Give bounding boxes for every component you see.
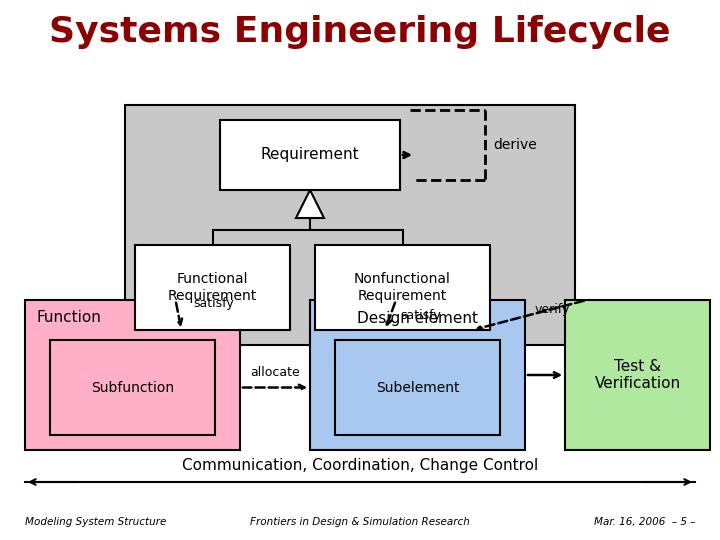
Text: Design element: Design element [357,310,478,326]
Bar [220,120,400,190]
Bar [125,105,575,345]
Text: satisfy: satisfy [194,297,234,310]
Text: Communication, Coordination, Change Control: Communication, Coordination, Change Cont… [182,458,538,473]
Text: Mar. 16, 2006  – 5 –: Mar. 16, 2006 – 5 – [593,517,695,527]
Bar [135,245,290,330]
Bar [50,340,215,435]
Bar [315,245,490,330]
Text: Frontiers in Design & Simulation Research: Frontiers in Design & Simulation Researc… [250,517,470,527]
Text: Subelement: Subelement [376,381,459,395]
Text: Systems Engineering Lifecycle: Systems Engineering Lifecycle [49,15,671,49]
Polygon shape [296,190,324,218]
Text: Modeling System Structure: Modeling System Structure [25,517,166,527]
Bar [565,300,710,450]
Bar [310,300,525,450]
Bar [335,340,500,435]
Bar [25,300,240,450]
Text: verify: verify [535,303,570,316]
Text: satisfy: satisfy [400,308,441,321]
Text: Nonfunctional
Requirement: Nonfunctional Requirement [354,272,451,302]
Text: Requirement: Requirement [261,147,359,163]
Text: Test &
Verification: Test & Verification [595,359,680,391]
Text: allocate: allocate [250,367,300,380]
Text: Subfunction: Subfunction [91,381,174,395]
Text: Function: Function [37,310,102,326]
Text: Functional
Requirement: Functional Requirement [168,272,257,302]
Text: derive: derive [493,138,536,152]
